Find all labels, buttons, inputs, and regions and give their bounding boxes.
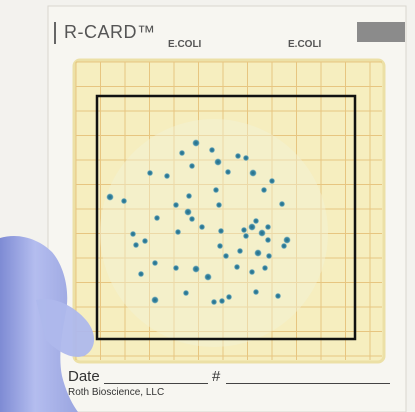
colony-dot (281, 243, 287, 249)
colony-dot (133, 242, 139, 248)
number-label: # (212, 368, 221, 385)
colony-dot (234, 264, 240, 270)
colony-group (106, 139, 291, 305)
colony-dot (254, 249, 262, 257)
counting-grid (75, 61, 382, 360)
colony-dot (265, 237, 271, 243)
colony-dot (186, 193, 192, 199)
colony-dot (152, 260, 158, 266)
colony-dot (216, 202, 222, 208)
colony-dot (249, 169, 257, 177)
colony-dot (138, 271, 144, 277)
glove-thumb (36, 298, 95, 357)
colony-dot (275, 293, 281, 299)
colony-dot (249, 269, 255, 275)
colony-dot (258, 229, 266, 237)
plate-film-edge (72, 58, 386, 364)
brand-logo: R-CARD™ (64, 22, 156, 42)
gloved-hand (0, 235, 78, 412)
colony-dot (151, 296, 159, 304)
colony-dot (183, 290, 189, 296)
colony-dot (226, 294, 232, 300)
colony-dot (154, 215, 160, 221)
colony-dot (189, 216, 195, 222)
colony-dot (235, 153, 241, 159)
colony-dot (253, 289, 259, 295)
colony-dot (283, 236, 291, 244)
colony-dot (241, 227, 247, 233)
colony-dot (147, 170, 153, 176)
colony-dot (184, 208, 192, 216)
company-name: Roth Bioscience, LLC (68, 387, 165, 398)
colony-dot (204, 273, 212, 281)
colony-dot (173, 265, 179, 271)
label-ecoli-left: E.COLI (168, 39, 202, 50)
colony-dot (253, 218, 259, 224)
colony-dot (213, 187, 219, 193)
colony-dot (192, 139, 200, 147)
counting-area-outline (95, 94, 357, 341)
colony-dot (199, 224, 205, 230)
colony-dot (211, 299, 217, 305)
colony-dot (261, 187, 267, 193)
colony-dot (223, 253, 229, 259)
colony-dot (279, 201, 285, 207)
colony-dot (175, 229, 181, 235)
number-field-line (226, 383, 390, 384)
colony-dot (265, 224, 271, 230)
colony-dot (214, 158, 222, 166)
colony-dot (106, 193, 114, 201)
colony-dot (189, 163, 195, 169)
colony-dot (237, 248, 243, 254)
date-field-line (104, 383, 208, 384)
growth-zone (100, 119, 328, 347)
colony-dot (219, 298, 225, 304)
colony-dot (266, 253, 272, 259)
peel-tab (357, 22, 405, 42)
colony-dot (218, 228, 224, 234)
colony-dot (192, 265, 200, 273)
colony-dot (217, 243, 223, 249)
label-ecoli-right: E.COLI (288, 39, 322, 50)
colony-dot (243, 233, 249, 239)
colony-dot (262, 265, 268, 271)
colony-dot (269, 178, 275, 184)
colony-dot (121, 198, 127, 204)
colony-dot (164, 173, 170, 179)
colony-dot (243, 155, 249, 161)
colony-dot (179, 150, 185, 156)
colony-dot (130, 231, 136, 237)
colony-dot (142, 238, 148, 244)
colony-dot (225, 169, 231, 175)
date-label: Date (68, 368, 100, 385)
colony-dot (209, 147, 215, 153)
colony-dot (248, 223, 256, 231)
logo-bar (54, 22, 56, 44)
colony-dot (173, 202, 179, 208)
